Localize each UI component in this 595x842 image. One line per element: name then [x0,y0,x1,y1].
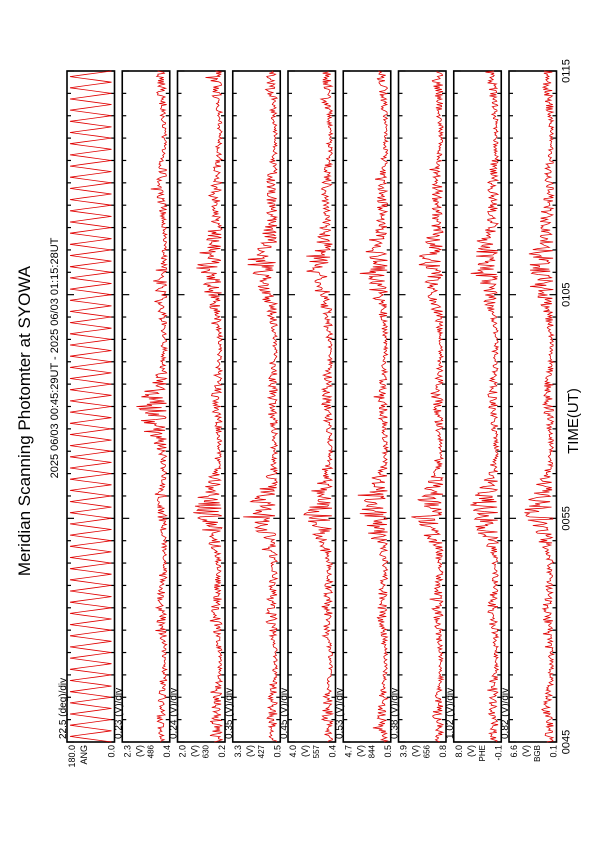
panel-scale-label: 0.82 (V)/div [500,688,511,739]
trace-line [193,71,222,742]
panel-5: 0.53 (V)/div 4.7 0.5 (V) 844 [334,71,393,758]
panel-0: 22.5 (deg)/div 180.0 0.0 ANG [58,71,117,768]
trace-line [358,71,388,742]
panel-3: 0.35 (V)/div 3.3 0.5 (V) 427 [224,71,283,758]
x-tick-label: 0105 [561,282,573,306]
y-bottom-label: 0.0 [107,745,117,758]
y-top-label: 6.6 [509,745,519,758]
y-unit-label: (V) [190,745,200,757]
panel-scale-label: 0.35 (V)/div [224,688,235,739]
x-tick-label: 0055 [561,506,573,530]
y-bottom-label: 0.2 [217,745,227,758]
panel-frame [122,71,170,742]
y-bottom-label: 0.5 [383,745,393,758]
y-top-label: 2.3 [122,745,132,758]
y-bottom-label: 0.4 [162,745,172,758]
panel-4: 0.45 (V)/div 4.0 0.4 (V) 557 [279,71,338,758]
time-range-label: 2025 06/03 00:45:29UT - 2025 06/03 01:15… [49,237,61,478]
trace-line [243,71,277,742]
panel-scale-label: 22.5 (deg)/div [58,678,69,739]
y-unit-label: (V) [466,745,476,757]
panel-frame [509,71,557,742]
panel-scale-label: 1.02 (V)/div [445,688,456,739]
y-top-label: 4.0 [288,745,298,758]
panel-frame [454,71,502,742]
y-top-label: 2.0 [178,745,188,758]
y-code-label: 656 [423,744,432,758]
y-top-label: 180.0 [67,745,77,768]
y-bottom-label: 0.8 [438,745,448,758]
y-code-label: PHE [478,745,487,761]
panel-8: 0.82 (V)/div 6.6 0.1 (V) BGB [500,71,559,762]
y-code-label: 486 [146,744,155,758]
trace-line [136,71,166,742]
trace-line [470,71,498,742]
chart-title: Meridian Scanning Photomter at SYOWA [15,265,34,576]
x-axis-label: TIME(UT) [565,388,582,454]
y-bottom-label: 0.1 [549,745,559,758]
trace-line [525,71,554,742]
y-top-label: 4.7 [343,745,353,758]
panel-scale-label: 0.23 (V)/div [113,688,124,739]
y-code-label: BGB [533,745,542,762]
y-unit-label: (V) [245,745,255,757]
y-code-label: 427 [257,744,266,758]
trace-line [304,71,333,742]
y-top-label: 3.9 [399,745,409,758]
y-bottom-label: 0.4 [328,745,338,758]
panel-scale-label: 0.53 (V)/div [334,688,345,739]
y-code-label: 630 [202,744,211,758]
y-top-label: 8.0 [454,745,464,758]
y-bottom-label: -0.1 [493,745,503,761]
y-code-label: 557 [312,744,321,758]
y-unit-label: (V) [411,745,421,757]
y-unit-label: ANG [79,745,89,765]
panel-frame [67,71,115,742]
panel-6: 0.38 (V)/div 3.9 0.8 (V) 656 [390,71,449,758]
trace-line [70,71,112,742]
y-unit-label: (V) [521,745,531,757]
panel-7: 1.02 (V)/div 8.0 -0.1 (V) PHE [445,71,504,761]
panel-stack: 22.5 (deg)/div 180.0 0.0 ANG 0.23 (V)/div 2.3… [58,71,559,768]
x-tick-label: 0045 [561,730,573,754]
y-unit-label: (V) [300,745,310,757]
panel-scale-label: 0.45 (V)/div [279,688,290,739]
panel-scale-label: 0.24 (V)/div [169,688,180,739]
x-tick-label: 0115 [561,59,573,83]
panel-1: 0.23 (V)/div 2.3 0.4 (V) 486 [113,71,172,758]
y-unit-label: (V) [134,745,144,757]
panel-frame [288,71,336,742]
trace-line [411,71,443,742]
y-unit-label: (V) [355,745,365,757]
panel-scale-label: 0.38 (V)/div [390,688,401,739]
y-top-label: 3.3 [233,745,243,758]
y-bottom-label: 0.5 [272,745,282,758]
panel-2: 0.24 (V)/div 2.0 0.2 (V) 630 [169,71,228,758]
y-code-label: 844 [367,744,376,758]
